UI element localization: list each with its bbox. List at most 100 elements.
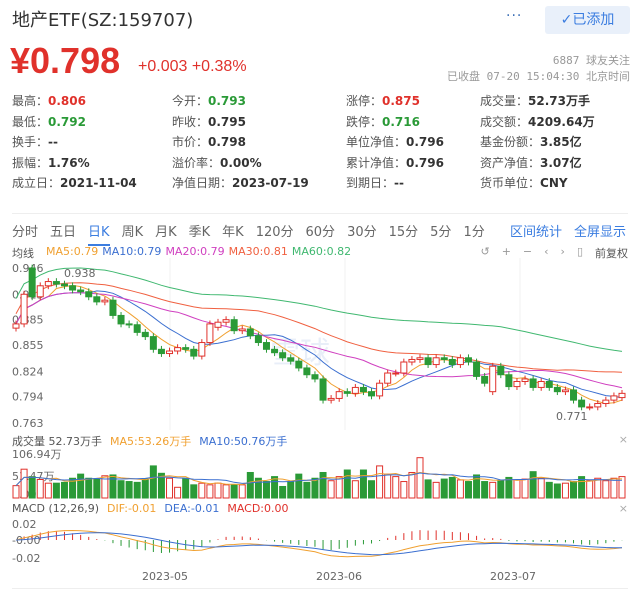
tab-10[interactable]: 15分 (388, 225, 419, 240)
volume-bar (85, 477, 93, 499)
candle (400, 358, 408, 377)
followed-button[interactable]: ✓已添加 (545, 6, 630, 34)
followers-count: 6887 球友关注 (552, 54, 630, 67)
candle (359, 384, 367, 396)
candle (521, 375, 529, 385)
stat-item: 基金份额：3.85亿 (480, 133, 582, 150)
low-label: 0.771 (556, 410, 588, 423)
volume-bar (109, 474, 117, 499)
stat-item: 振幅：1.76% (12, 154, 90, 171)
stat-value: 4209.64万 (528, 114, 595, 129)
stat-label: 单位净值： (346, 135, 407, 149)
candle (456, 354, 464, 368)
tab-2[interactable]: 日K (88, 221, 110, 246)
tab-6[interactable]: 年K (222, 225, 244, 240)
chart-tool-5[interactable]: ▯ (576, 245, 583, 258)
stat-value: 1.76% (48, 155, 90, 170)
volume-bar (553, 483, 561, 499)
tab-5[interactable]: 季K (188, 225, 211, 240)
tab-3[interactable]: 周K (121, 225, 144, 240)
volume-bar (586, 480, 594, 499)
volume-bar (545, 481, 553, 499)
volume-chart: 106.94万53.47万0.00 (12, 448, 626, 501)
chart-tool-0[interactable]: ↺ (480, 245, 490, 258)
volume-bar (489, 481, 497, 499)
candle (60, 280, 68, 290)
candle (489, 362, 497, 396)
candle (198, 339, 206, 360)
volume-ma10: MA10:50.76万手 (199, 435, 288, 448)
volume-bar (93, 478, 101, 499)
volume-bar (77, 473, 85, 499)
volume-bar (287, 481, 295, 499)
volume-bar (384, 473, 392, 499)
range-stats-link[interactable]: 区间统计 (509, 225, 562, 240)
volume-ma10-line (15, 472, 623, 487)
candlestick-chart[interactable]: 0.9460.9150.8850.8550.8240.7940.763雪球0.9… (0, 258, 640, 430)
volume-bar (408, 471, 416, 499)
volume-bar (440, 478, 448, 499)
volume-bar (351, 480, 359, 499)
stat-item: 最高：0.806 (12, 92, 86, 109)
candle (287, 354, 295, 365)
volume-bar (254, 477, 262, 499)
stat-value: 0.796 (406, 155, 444, 170)
candle (594, 400, 602, 411)
stat-label: 振幅： (12, 155, 49, 170)
chart-tool-6[interactable]: 前复权 (595, 247, 628, 260)
volume-y-tick: 106.94万 (12, 448, 62, 461)
stat-label: 跌停： (346, 114, 383, 129)
volume-bar (141, 478, 149, 499)
ma-item: MA10:0.79 (102, 245, 162, 258)
stat-label: 最低： (12, 114, 49, 129)
candle (303, 364, 311, 379)
candle (85, 288, 93, 301)
volume-bar (594, 477, 602, 499)
macd-legend: MACD (12,26,9) DIF:-0.01 DEA:-0.01 MACD:… (12, 502, 289, 515)
tab-11[interactable]: 5分 (430, 225, 452, 240)
stat-item: 涨停：0.875 (346, 92, 420, 109)
candle (376, 379, 384, 400)
volume-bar (206, 484, 214, 499)
candle (190, 345, 198, 360)
stat-item: 单位净值：0.796 (346, 133, 444, 150)
tab-8[interactable]: 60分 (305, 225, 336, 240)
close-macd-icon[interactable]: × (618, 502, 628, 515)
tab-9[interactable]: 30分 (347, 225, 377, 240)
stat-label: 换手： (12, 135, 49, 149)
chart-tool-1[interactable]: + (501, 245, 511, 258)
tab-0[interactable]: 分时 (12, 225, 39, 240)
volume-bar (343, 469, 351, 499)
candle (222, 316, 230, 326)
macd-value: MACD:0.00 (227, 502, 289, 515)
volume-bar (311, 477, 319, 499)
candle (368, 388, 376, 400)
volume-bar (52, 482, 60, 499)
more-icon[interactable]: ··· (506, 8, 523, 24)
volume-bar (448, 476, 456, 499)
macd-y-tick: -0.02 (12, 552, 40, 565)
chart-tool-3[interactable]: ‹ (544, 245, 549, 258)
candle (481, 373, 489, 387)
close-volume-icon[interactable]: × (618, 433, 628, 446)
volume-bar (214, 482, 222, 499)
candle (279, 349, 287, 362)
stat-label: 净值日期： (172, 176, 233, 190)
stat-item: 换手：-- (12, 133, 58, 150)
chart-tool-2[interactable]: − (522, 245, 533, 258)
candle (271, 345, 279, 357)
chart-tools: ↺ + − ‹ › ▯ 前复权 (480, 245, 628, 261)
fullscreen-link[interactable]: 全屏显示 (573, 225, 626, 240)
tab-1[interactable]: 五日 (50, 225, 77, 240)
tab-7[interactable]: 120分 (255, 225, 294, 240)
volume-bar (456, 479, 464, 499)
stat-value: 2021-11-04 (60, 176, 137, 190)
volume-bar (416, 457, 424, 499)
tab-4[interactable]: 月K (155, 225, 177, 240)
dif-line (15, 529, 623, 558)
divider (12, 213, 628, 214)
chart-tool-4[interactable]: › (560, 245, 565, 258)
stat-label: 累计净值： (346, 155, 407, 170)
tab-12[interactable]: 1分 (463, 225, 485, 240)
candle (295, 357, 303, 372)
